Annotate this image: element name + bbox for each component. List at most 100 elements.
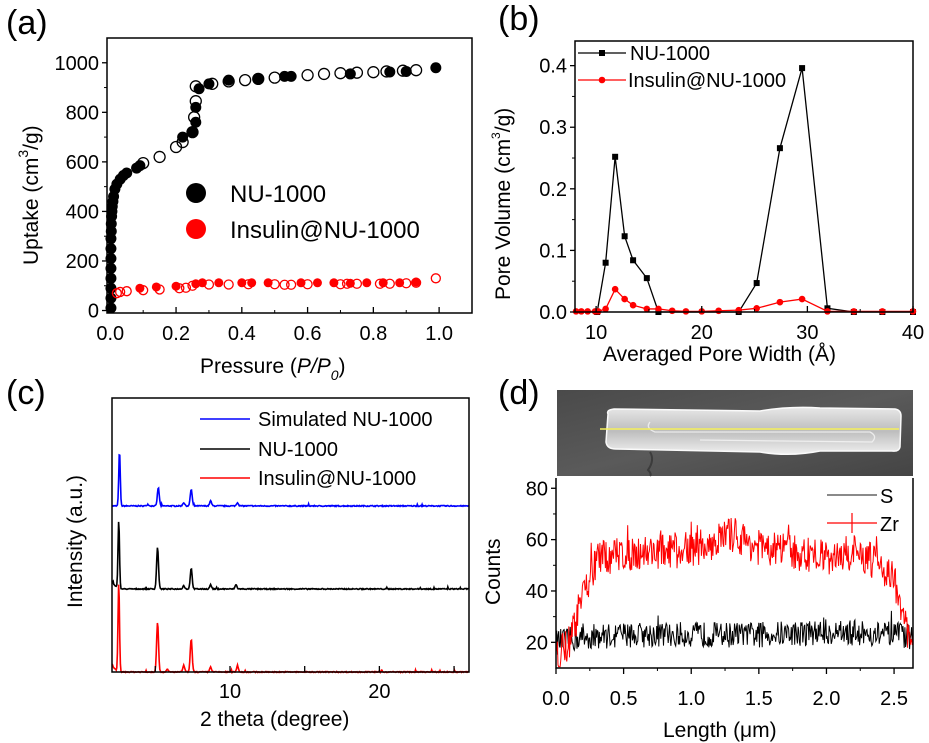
data-point bbox=[279, 279, 290, 290]
x-tick-label: 0.5 bbox=[610, 688, 638, 710]
panel-a-legend: NU-1000 Insulin@NU-1000 bbox=[186, 181, 420, 244]
data-point bbox=[189, 95, 202, 108]
x-tick-label: 30 bbox=[796, 322, 818, 344]
x-tick-label: 1.0 bbox=[425, 323, 453, 345]
x-tick-label: 40 bbox=[902, 322, 924, 344]
x-tick-label: 20 bbox=[691, 322, 713, 344]
data-point bbox=[621, 233, 628, 240]
data-point bbox=[411, 277, 421, 287]
series-line bbox=[555, 517, 914, 668]
data-point bbox=[367, 66, 380, 79]
legend-label-insulin: Insulin@NU-1000 bbox=[230, 217, 420, 244]
data-point bbox=[401, 278, 412, 289]
data-point bbox=[776, 145, 783, 152]
panel-a-axes: 0.0 0.2 0.4 0.6 0.8 1.0 0 200 400 600 800 1000 bbox=[55, 53, 454, 345]
panel-b-axes: 10 20 30 40 0.0 0.1 0.2 0.3 0.4 bbox=[539, 56, 924, 344]
x-tick-label: 2.0 bbox=[813, 688, 841, 710]
series-line bbox=[555, 610, 914, 655]
data-point bbox=[243, 279, 254, 290]
data-point bbox=[223, 279, 234, 290]
data-point bbox=[285, 279, 297, 290]
panel-d-xlabel: Length (μm) bbox=[663, 719, 777, 742]
data-point bbox=[655, 305, 662, 313]
data-point bbox=[621, 295, 628, 303]
data-point bbox=[602, 259, 609, 266]
panel-b-frame bbox=[574, 40, 914, 313]
data-point bbox=[222, 75, 235, 88]
data-point bbox=[715, 307, 722, 315]
legend-marker-nu1000 bbox=[599, 50, 605, 56]
y-tick-label: 0.3 bbox=[539, 117, 567, 139]
data-point bbox=[105, 252, 117, 264]
legend-marker-nu1000 bbox=[186, 183, 206, 203]
data-point bbox=[612, 153, 619, 160]
data-point bbox=[138, 285, 149, 296]
panel-d-ylabel: Counts bbox=[482, 538, 505, 605]
data-point bbox=[799, 65, 806, 72]
panel-c-legend: Simulated NU-1000 NU-1000 Insulin@NU-100… bbox=[200, 409, 433, 490]
data-point bbox=[190, 101, 202, 113]
y-tick-label: 1000 bbox=[55, 53, 100, 75]
panel-b-series bbox=[572, 65, 917, 315]
y-tick-label: 0.0 bbox=[539, 302, 567, 324]
panel-d-legend: S Zr bbox=[827, 486, 899, 536]
data-point bbox=[380, 65, 393, 78]
data-point bbox=[252, 73, 264, 85]
data-point bbox=[351, 278, 363, 289]
data-point bbox=[105, 282, 117, 294]
x-tick-label: 0.0 bbox=[96, 323, 124, 345]
data-point bbox=[430, 62, 442, 74]
data-point bbox=[176, 135, 189, 149]
panel-a-ylabel: Uptake (cm3/g) bbox=[15, 125, 43, 265]
legend-label-zr: Zr bbox=[880, 514, 899, 536]
y-tick-label: 80 bbox=[526, 478, 548, 500]
data-point bbox=[312, 278, 322, 288]
sem-image bbox=[557, 390, 913, 477]
panel-c-xrd: 10 20 Intensity (a.u.) 2 theta (degree) S… bbox=[64, 397, 470, 731]
panel-b-legend: NU-1000 Insulin@NU-1000 bbox=[578, 43, 786, 92]
y-tick-label: 0.2 bbox=[539, 179, 567, 201]
data-point bbox=[121, 286, 132, 297]
data-point bbox=[269, 279, 280, 290]
y-tick-label: 200 bbox=[66, 251, 99, 273]
series-line bbox=[111, 584, 470, 675]
y-tick-label: 20 bbox=[526, 632, 548, 654]
x-tick-label: 10 bbox=[585, 322, 607, 344]
x-tick-label: 0.6 bbox=[294, 323, 322, 345]
data-point bbox=[753, 280, 760, 287]
x-tick-label: 1.0 bbox=[677, 688, 705, 710]
data-point bbox=[115, 286, 126, 298]
legend-label-insulin: Insulin@NU-1000 bbox=[258, 468, 416, 490]
x-tick-label: 0.2 bbox=[162, 323, 190, 345]
x-tick-label: 10 bbox=[219, 681, 241, 703]
data-point bbox=[186, 126, 198, 138]
series-line bbox=[111, 521, 469, 591]
data-point bbox=[410, 277, 422, 288]
panel-d-series bbox=[555, 517, 914, 668]
panel-b-pore-distribution: 10 20 30 40 0.0 0.1 0.2 0.3 0.4 Pore Volume (cm3… bbox=[489, 40, 924, 366]
panel-label-a: (a) bbox=[6, 4, 48, 42]
x-tick-label: 2.5 bbox=[880, 688, 908, 710]
sem-substrate-crack bbox=[646, 451, 654, 477]
panel-d-linescan: 0.0 0.5 1.0 1.5 2.0 2.5 20 40 60 80 Counts Length… bbox=[482, 390, 914, 742]
y-tick-label: 0.4 bbox=[539, 56, 567, 78]
data-point bbox=[153, 150, 166, 164]
legend-marker-insulin bbox=[186, 219, 206, 239]
data-point bbox=[105, 272, 117, 284]
data-point bbox=[335, 279, 346, 290]
y-tick-label: 60 bbox=[526, 530, 548, 552]
data-point bbox=[252, 72, 265, 86]
sem-crystal-texture bbox=[647, 421, 876, 443]
sem-crystal-rod bbox=[605, 406, 902, 455]
data-point bbox=[105, 302, 117, 314]
data-point bbox=[374, 278, 386, 289]
x-tick-label: 20 bbox=[368, 681, 390, 703]
panel-a-frame bbox=[106, 37, 473, 314]
data-point bbox=[214, 278, 224, 288]
x-tick-label: 0.4 bbox=[228, 323, 256, 345]
data-point bbox=[137, 156, 150, 170]
data-point bbox=[206, 77, 219, 90]
legend-marker-insulin bbox=[598, 76, 606, 84]
x-tick-label: 0.8 bbox=[359, 323, 387, 345]
data-point bbox=[121, 167, 133, 179]
